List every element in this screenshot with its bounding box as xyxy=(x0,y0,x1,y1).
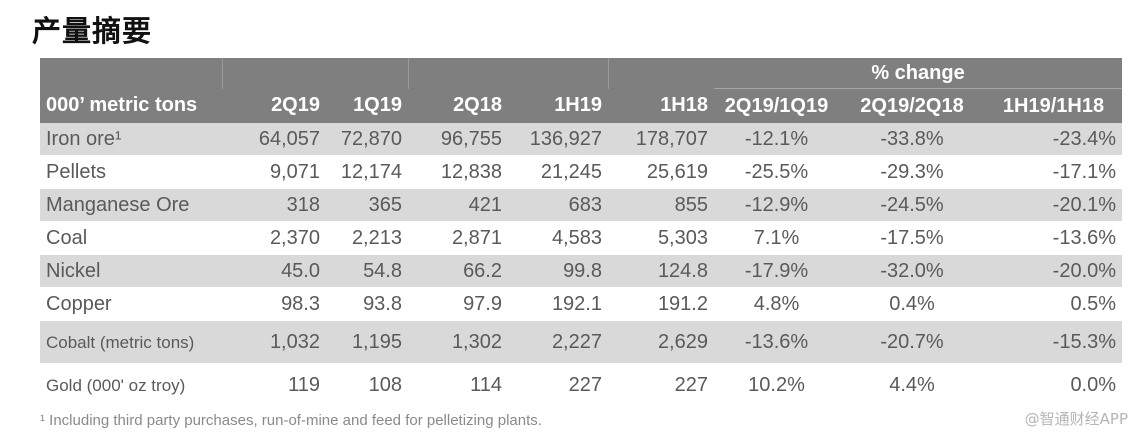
table-row: Manganese Ore 318 365 421 683 855 -12.9%… xyxy=(40,188,1123,222)
table-cell: 2,629 xyxy=(608,320,714,364)
table-cell: -32.0% xyxy=(839,254,985,288)
column-header: 1H18 xyxy=(608,88,714,123)
table-cell: 0.0% xyxy=(1070,373,1117,396)
column-header: 1H19/1H18 xyxy=(985,88,1123,123)
table-cell: 66.2 xyxy=(408,254,508,288)
table-cell: -17.5% xyxy=(880,226,944,249)
table-cell: -20.0% xyxy=(985,254,1123,288)
table-cell: 25,619 xyxy=(646,160,708,183)
table-cell: 192.1 xyxy=(551,292,602,315)
table-cell: 99.8 xyxy=(508,254,608,288)
column-header: 2Q18 xyxy=(408,88,508,123)
column-header: 2Q19/2Q18 xyxy=(839,88,985,123)
table-cell: 93.8 xyxy=(363,292,402,315)
table-cell: -17.1% xyxy=(1052,160,1117,183)
table-row: Coal 2,370 2,213 2,871 4,583 5,303 7.1% … xyxy=(40,222,1123,255)
table-cell: 97.9 xyxy=(463,292,502,315)
table-cell: 45.0 xyxy=(222,254,326,288)
table-cell: 227 xyxy=(674,373,708,396)
table-cell: -13.6% xyxy=(714,320,839,364)
table-cell: -23.4% xyxy=(985,123,1123,156)
table-cell: 9,071 xyxy=(269,160,320,183)
table-cell: -15.3% xyxy=(985,320,1123,364)
table-row: Gold (000' oz troy) 119 108 114 227 227 … xyxy=(40,364,1123,407)
table-row: Iron ore¹ 64,057 72,870 96,755 136,927 1… xyxy=(40,123,1123,156)
row-label: Nickel xyxy=(40,254,222,288)
page-title: 产量摘要 xyxy=(32,14,153,48)
table-cell: 54.8 xyxy=(326,254,408,288)
table-cell: 0.4% xyxy=(889,292,935,315)
table-cell: -17.9% xyxy=(714,254,839,288)
percent-change-header: % change xyxy=(714,58,1123,89)
column-header: 1H19 xyxy=(508,88,608,123)
table-cell: 4,583 xyxy=(551,226,602,249)
table-cell: 64,057 xyxy=(222,123,326,156)
table-cell: 98.3 xyxy=(281,292,320,315)
table-cell: 2,871 xyxy=(451,226,502,249)
column-header: 2Q19 xyxy=(222,88,326,123)
table-cell: 2,213 xyxy=(351,226,402,249)
table-cell: 191.2 xyxy=(657,292,708,315)
table-cell: 96,755 xyxy=(408,123,508,156)
row-label: Coal xyxy=(46,226,88,249)
table-cell: 124.8 xyxy=(608,254,714,288)
table-cell: 12,174 xyxy=(340,160,402,183)
table-cell: 4.4% xyxy=(889,373,935,396)
table-cell: -13.6% xyxy=(1052,226,1117,249)
table-cell: 1,032 xyxy=(222,320,326,364)
table-row: Cobalt (metric tons) 1,032 1,195 1,302 2… xyxy=(40,320,1123,364)
table-cell: 2,227 xyxy=(508,320,608,364)
row-label: Copper xyxy=(46,292,112,315)
table-cell: 4.8% xyxy=(753,292,800,315)
row-label: Pellets xyxy=(46,160,107,183)
table-cell: 318 xyxy=(222,188,326,222)
table-row: Copper 98.3 93.8 97.9 192.1 191.2 4.8% 0… xyxy=(40,288,1123,321)
column-header: 2Q19/1Q19 xyxy=(714,88,839,123)
table-cell: 1,195 xyxy=(326,320,408,364)
table-cell: 683 xyxy=(508,188,608,222)
header-row: 000’ metric tons 2Q19 1Q19 2Q18 1H19 1H1… xyxy=(40,88,1123,123)
table-cell: 21,245 xyxy=(540,160,602,183)
table-cell: -20.7% xyxy=(839,320,985,364)
table-cell: 7.1% xyxy=(753,226,800,249)
footnote: ¹ Including third party purchases, run-o… xyxy=(40,412,542,429)
column-header: 000’ metric tons xyxy=(40,88,222,123)
table-cell: 365 xyxy=(326,188,408,222)
table-cell: 119 xyxy=(288,373,320,396)
watermark: @智通财经APP xyxy=(1024,410,1128,428)
table-cell: 1,302 xyxy=(408,320,508,364)
table-cell: 5,303 xyxy=(657,226,708,249)
table-cell: -20.1% xyxy=(985,188,1123,222)
table-cell: 2,370 xyxy=(269,226,320,249)
table-cell: 12,838 xyxy=(440,160,502,183)
table-cell: 108 xyxy=(368,373,402,396)
table-cell: 72,870 xyxy=(326,123,408,156)
table-cell: -25.5% xyxy=(744,160,809,183)
table-cell: 421 xyxy=(408,188,508,222)
column-header: 1Q19 xyxy=(326,88,408,123)
table-cell: 0.5% xyxy=(1070,292,1117,315)
row-label: Cobalt (metric tons) xyxy=(40,320,222,364)
table-cell: -24.5% xyxy=(839,188,985,222)
row-label: Gold (000' oz troy) xyxy=(46,375,186,395)
header-group-row: % change xyxy=(40,58,1123,89)
row-label: Manganese Ore xyxy=(40,188,222,222)
row-label: Iron ore¹ xyxy=(40,123,222,156)
table-cell: 178,707 xyxy=(608,123,714,156)
table-row: Nickel 45.0 54.8 66.2 99.8 124.8 -17.9% … xyxy=(40,254,1123,288)
table-cell: -12.1% xyxy=(714,123,839,156)
table-cell: 114 xyxy=(470,373,502,396)
production-summary-table: % change 000’ metric tons 2Q19 1Q19 2Q18… xyxy=(40,58,1123,407)
table-cell: 10.2% xyxy=(748,373,805,396)
table-cell: -33.8% xyxy=(839,123,985,156)
table-cell: 136,927 xyxy=(508,123,608,156)
table-cell: 855 xyxy=(608,188,714,222)
table-cell: -12.9% xyxy=(714,188,839,222)
table-row: Pellets 9,071 12,174 12,838 21,245 25,61… xyxy=(40,156,1123,189)
table-cell: -29.3% xyxy=(880,160,944,183)
table-cell: 227 xyxy=(568,373,602,396)
